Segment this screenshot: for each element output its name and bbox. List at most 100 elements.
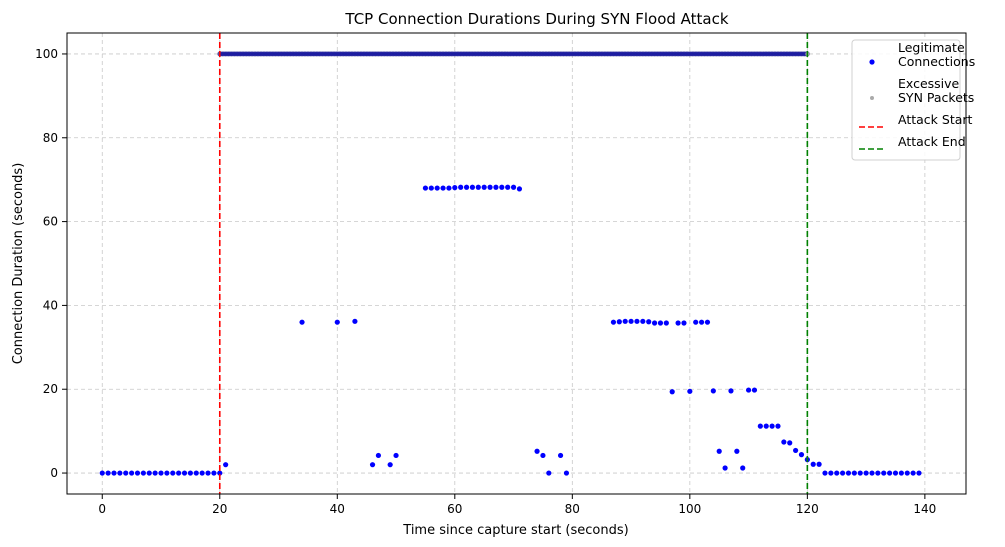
- x-tick-label: 20: [212, 502, 227, 516]
- y-axis-label: Connection Duration (seconds): [11, 163, 26, 365]
- legitimate-connection-point: [787, 440, 792, 445]
- legitimate-connection-point: [799, 452, 804, 457]
- legitimate-connection-point: [153, 470, 158, 475]
- legitimate-connection-point: [687, 389, 692, 394]
- legitimate-connection-point: [423, 185, 428, 190]
- legitimate-connection-point: [176, 470, 181, 475]
- legitimate-connection-point: [881, 470, 886, 475]
- legitimate-connection-point: [699, 320, 704, 325]
- legitimate-connection-point: [764, 424, 769, 429]
- legitimate-connection-point: [899, 470, 904, 475]
- legitimate-connection-point: [435, 185, 440, 190]
- legitimate-connection-point: [746, 387, 751, 392]
- y-tick-label: 60: [43, 215, 58, 229]
- legitimate-connection-point: [846, 470, 851, 475]
- legitimate-connection-point: [652, 320, 657, 325]
- legitimate-connection-point: [758, 424, 763, 429]
- legitimate-connection-point: [834, 470, 839, 475]
- legitimate-connection-point: [205, 470, 210, 475]
- legend-label: Excessive SYN Packets: [898, 76, 974, 105]
- legitimate-connection-point: [828, 470, 833, 475]
- legitimate-connection-point: [705, 320, 710, 325]
- legitimate-connection-point: [452, 185, 457, 190]
- legitimate-connection-point: [141, 470, 146, 475]
- legitimate-connection-point: [822, 470, 827, 475]
- legend-label: Attack Start: [898, 112, 973, 127]
- legend-label: Legitimate Connections: [898, 40, 975, 69]
- legitimate-connection-point: [811, 462, 816, 467]
- legitimate-connection-point: [905, 470, 910, 475]
- chart-title: TCP Connection Durations During SYN Floo…: [344, 10, 728, 28]
- attack-markers: [220, 33, 808, 494]
- legitimate-connection-point: [487, 185, 492, 190]
- legitimate-connection-point: [106, 470, 111, 475]
- y-tick-label: 100: [35, 47, 58, 61]
- legitimate-connection-point: [117, 470, 122, 475]
- legitimate-connection-point: [211, 470, 216, 475]
- plot-frame: [67, 33, 966, 494]
- legitimate-connection-point: [335, 320, 340, 325]
- legitimate-connection-point: [693, 320, 698, 325]
- legitimate-connection-point: [223, 462, 228, 467]
- y-tick-label: 20: [43, 382, 58, 396]
- legitimate-connection-point: [147, 470, 152, 475]
- legitimate-connection-point: [129, 470, 134, 475]
- legitimate-connection-point: [482, 185, 487, 190]
- legitimate-connection-point: [505, 185, 510, 190]
- legitimate-connection-point: [440, 185, 445, 190]
- legitimate-connection-point: [123, 470, 128, 475]
- legitimate-connection-point: [711, 388, 716, 393]
- axis-ticks: 0 20 40 60 80 100 120 140020406080100: [35, 47, 936, 516]
- legitimate-connection-point: [664, 320, 669, 325]
- legitimate-connection-point: [393, 453, 398, 458]
- legitimate-connection-point: [476, 185, 481, 190]
- legitimate-connection-point: [775, 424, 780, 429]
- legitimate-connection-point: [564, 470, 569, 475]
- legitimate-connection-point: [864, 470, 869, 475]
- x-tick-label: 40: [330, 502, 345, 516]
- legitimate-connection-point: [299, 320, 304, 325]
- legitimate-connection-point: [734, 449, 739, 454]
- legitimate-connection-point: [781, 439, 786, 444]
- legitimate-connection-point: [182, 470, 187, 475]
- legend-marker: [869, 59, 874, 64]
- legitimate-connection-point: [111, 470, 116, 475]
- legitimate-connection-point: [640, 319, 645, 324]
- legitimate-connection-point: [376, 453, 381, 458]
- legitimate-connection-point: [658, 320, 663, 325]
- y-tick-label: 40: [43, 298, 58, 312]
- x-tick-label: 120: [796, 502, 819, 516]
- legitimate-connection-point: [158, 470, 163, 475]
- legitimate-connection-point: [623, 319, 628, 324]
- legend: Legitimate Connections Excessive SYN Packet…: [852, 40, 975, 160]
- legitimate-connection-point: [617, 319, 622, 324]
- legitimate-connection-point: [840, 470, 845, 475]
- legitimate-connection-point: [858, 470, 863, 475]
- legitimate-connection-point: [887, 470, 892, 475]
- legitimate-connection-point: [429, 185, 434, 190]
- x-axis-label: Time since capture start (seconds): [402, 523, 628, 538]
- x-tick-label: 140: [913, 502, 936, 516]
- legitimate-connection-point: [875, 470, 880, 475]
- legitimate-connection-point: [769, 424, 774, 429]
- data-points: [100, 52, 922, 476]
- legitimate-connection-point: [675, 320, 680, 325]
- legitimate-connection-point: [170, 470, 175, 475]
- legitimate-connection-point: [135, 470, 140, 475]
- legitimate-connection-point: [681, 320, 686, 325]
- legitimate-connection-point: [511, 185, 516, 190]
- legitimate-connection-point: [740, 465, 745, 470]
- legitimate-connection-point: [534, 449, 539, 454]
- legitimate-connection-point: [470, 185, 475, 190]
- legend-label: Attack End: [898, 134, 966, 149]
- legitimate-connection-point: [722, 465, 727, 470]
- legitimate-connection-point: [728, 388, 733, 393]
- x-tick-label: 100: [678, 502, 701, 516]
- legitimate-connection-point: [164, 470, 169, 475]
- legitimate-connection-point: [446, 185, 451, 190]
- legitimate-connection-point: [493, 185, 498, 190]
- legitimate-connection-point: [458, 185, 463, 190]
- legitimate-connection-point: [100, 470, 105, 475]
- legitimate-connection-point: [194, 470, 199, 475]
- legitimate-connection-point: [911, 470, 916, 475]
